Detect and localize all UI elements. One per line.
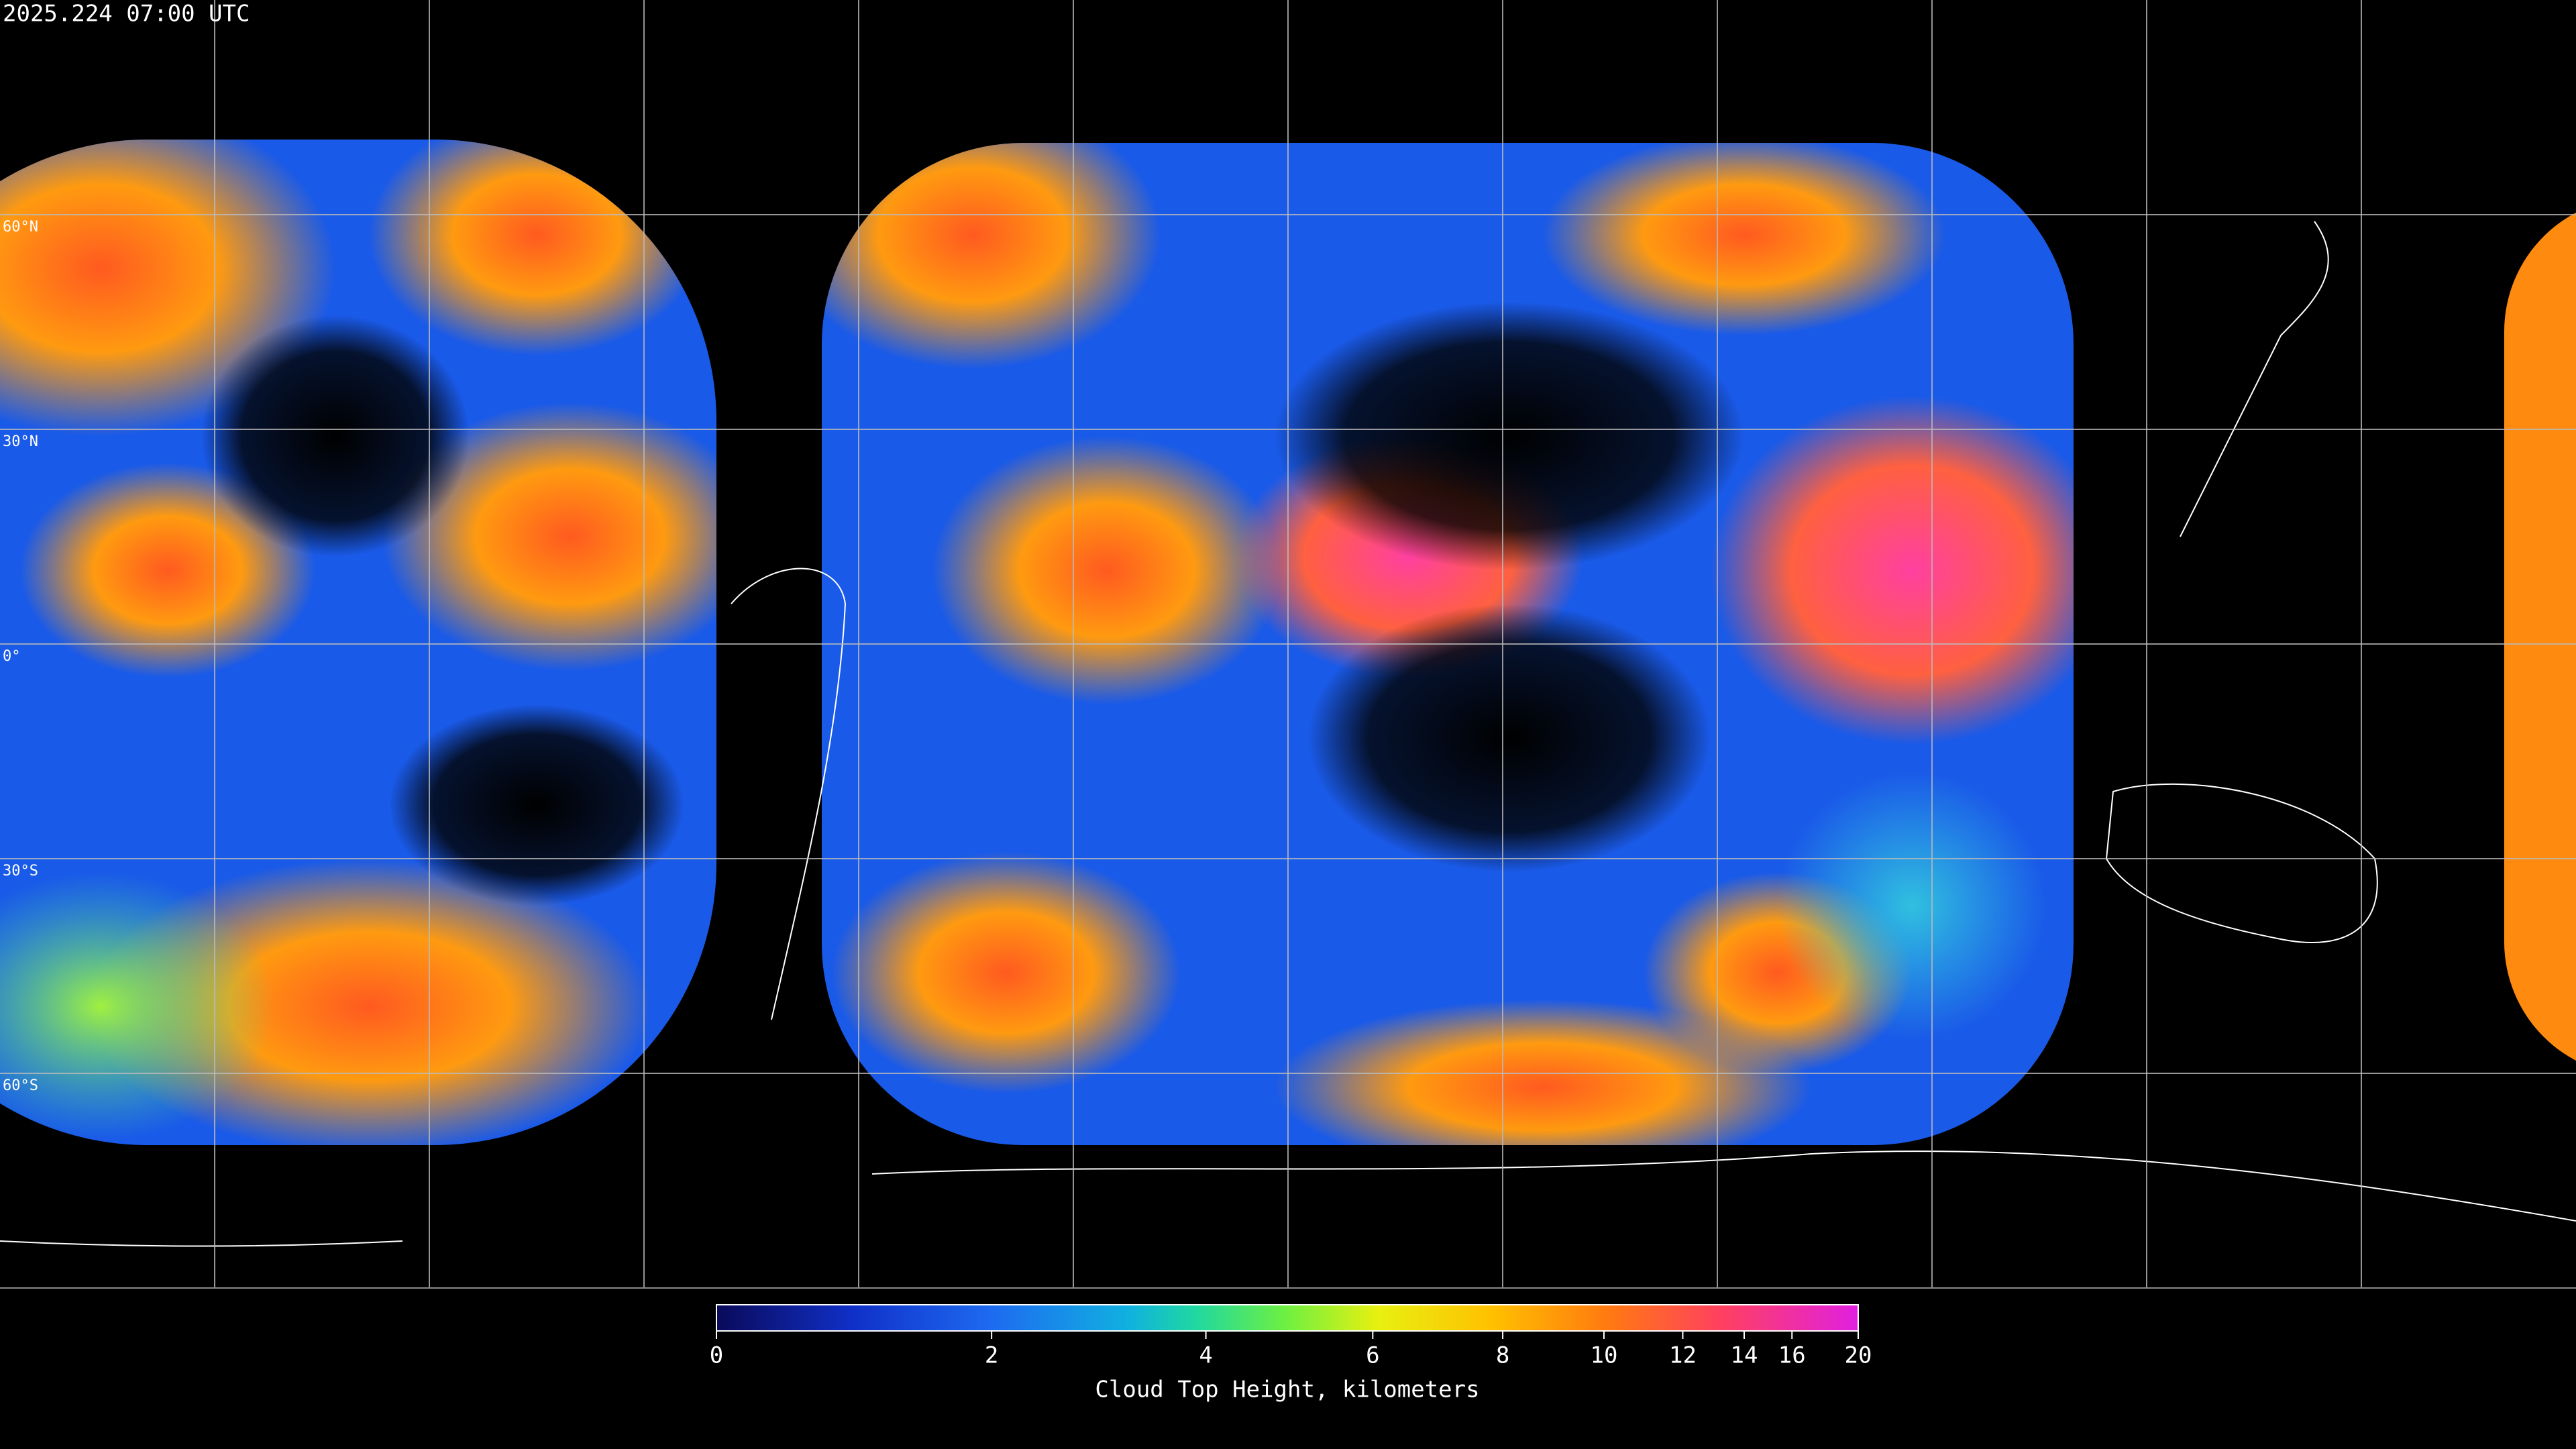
satellite-panel (2504, 197, 2576, 1076)
colorbar-label: Cloud Top Height, kilometers (1095, 1377, 1479, 1403)
colorbar-tick-label: 6 (1366, 1342, 1379, 1369)
colorbar-tick-label: 14 (1731, 1342, 1758, 1369)
latitude-label: 0° (3, 648, 21, 665)
latitude-label: 60°S (3, 1077, 38, 1094)
colorbar-tick-label: 2 (985, 1342, 998, 1369)
coastlines (0, 221, 2576, 1247)
colorbar-tick-label: 10 (1590, 1342, 1617, 1369)
satellite-panel (0, 140, 716, 1145)
satellite-panel (822, 143, 2074, 1145)
timestamp-title: 2025.224 07:00 UTC (3, 1, 250, 28)
colorbar-tick-label: 16 (1778, 1342, 1806, 1369)
colorbar-tick-label: 0 (710, 1342, 723, 1369)
latitude-label: 30°S (3, 863, 38, 879)
latitude-label: 60°N (3, 219, 38, 235)
colorbar (716, 1304, 1859, 1332)
colorbar-tick-label: 20 (1845, 1342, 1872, 1369)
colorbar-tick-label: 4 (1199, 1342, 1212, 1369)
colorbar-tick-label: 12 (1669, 1342, 1697, 1369)
latitude-label: 30°N (3, 433, 38, 450)
colorbar-tick-label: 8 (1496, 1342, 1509, 1369)
